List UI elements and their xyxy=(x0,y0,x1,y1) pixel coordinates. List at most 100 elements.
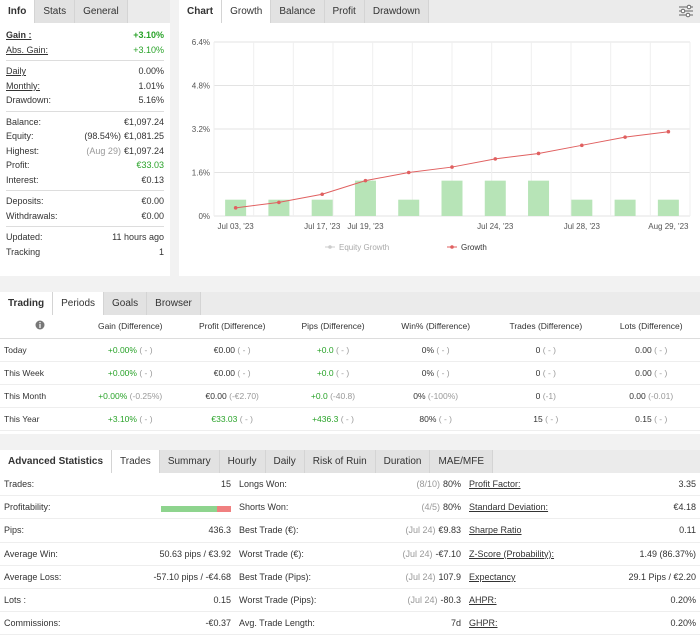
interest-value: €0.13 xyxy=(141,174,164,185)
profit-cell: €33.03 xyxy=(211,413,238,424)
win-diff: ( - ) xyxy=(436,344,450,355)
gain-cell: +3.10% xyxy=(107,413,137,424)
tab-goals[interactable]: Goals xyxy=(104,292,148,315)
ghpr-label[interactable]: GHPR: xyxy=(469,618,498,629)
gain-diff: ( - ) xyxy=(139,367,153,378)
equity-growth-bar xyxy=(441,180,463,216)
stat-row: GHPR: 0.20% xyxy=(465,612,700,636)
period-lots: 0.15 ( - ) xyxy=(602,407,700,431)
tab-drawdown[interactable]: Drawdown xyxy=(364,0,430,23)
average-loss-label: Average Loss: xyxy=(4,571,62,582)
growth-point xyxy=(363,178,368,183)
tab-general[interactable]: General xyxy=(75,0,128,23)
profitability-loss-fill xyxy=(217,506,231,513)
tab-duration[interactable]: Duration xyxy=(375,450,431,473)
daily-value: 0.00% xyxy=(138,66,164,77)
info-icon[interactable] xyxy=(35,320,45,330)
period-label: This Week xyxy=(0,361,80,385)
average-win-label: Average Win: xyxy=(4,548,58,559)
settings-sliders-icon[interactable] xyxy=(678,3,694,19)
longs-won-value: 80% xyxy=(442,479,461,490)
tab-trading[interactable]: Trading xyxy=(0,292,54,315)
standard-deviation-label[interactable]: Standard Deviation: xyxy=(469,502,549,513)
ahpr-label[interactable]: AHPR: xyxy=(469,595,497,606)
abs-gain-label[interactable]: Abs. Gain: xyxy=(6,44,49,55)
pips-diff: (-40.8) xyxy=(330,390,356,401)
expectancy-label[interactable]: Expectancy xyxy=(469,571,516,582)
period-win: 80% ( - ) xyxy=(382,407,490,431)
longs-won-ratio: (8/10) xyxy=(416,479,440,490)
stat-row: Standard Deviation: €4.18 xyxy=(465,496,700,520)
equity-label: Equity: xyxy=(6,131,34,142)
lots-diff: ( - ) xyxy=(654,344,668,355)
withdrawals-label: Withdrawals: xyxy=(6,210,58,221)
tab-info[interactable]: Info xyxy=(0,0,36,23)
best-trade-eur-date: (Jul 24) xyxy=(405,525,436,536)
legend-equity-label: Equity Growth xyxy=(339,243,389,252)
trades-cell: 0 xyxy=(535,367,541,378)
period-label: Today xyxy=(0,338,80,362)
win-diff: (-100%) xyxy=(427,390,459,401)
period-profit: €0.00 ( - ) xyxy=(180,338,284,362)
profit-factor-label[interactable]: Profit Factor: xyxy=(469,479,521,490)
tab-daily[interactable]: Daily xyxy=(265,450,305,473)
daily-label[interactable]: Daily xyxy=(6,66,27,77)
stat-row: Best Trade (€): (Jul 24) €9.83 xyxy=(235,519,465,543)
period-gain: +0.00% ( - ) xyxy=(80,361,181,385)
tab-balance[interactable]: Balance xyxy=(271,0,325,23)
period-lots: 0.00 ( - ) xyxy=(602,361,700,385)
trades-label: Trades: xyxy=(4,479,35,490)
tab-chart[interactable]: Chart xyxy=(179,0,223,23)
period-pips: +0.0 ( - ) xyxy=(283,338,383,362)
tab-growth[interactable]: Growth xyxy=(222,0,272,23)
advanced-statistics-panel: Advanced Statistics Trades Summary Hourl… xyxy=(0,450,700,639)
lots-cell: 0.00 xyxy=(635,367,652,378)
monthly-label[interactable]: Monthly: xyxy=(6,80,41,91)
period-profit: €0.00 (-€2.70) xyxy=(180,384,284,408)
trades-diff: ( - ) xyxy=(542,344,556,355)
tab-summary[interactable]: Summary xyxy=(159,450,220,473)
info-panel: Info Stats General Gain : +3.10% Abs. Gai… xyxy=(0,0,170,276)
deposits-value: €0.00 xyxy=(141,196,164,207)
sharpe-ratio-label[interactable]: Sharpe Ratio xyxy=(469,525,522,536)
lots-value: 0.15 xyxy=(213,595,231,606)
lots-cell: 0.15 xyxy=(635,413,652,424)
tab-risk-of-ruin[interactable]: Risk of Ruin xyxy=(304,450,376,473)
tab-advanced-statistics[interactable]: Advanced Statistics xyxy=(0,450,113,473)
growth-point xyxy=(450,165,454,169)
trades-cell: 0 xyxy=(535,390,541,401)
advanced-col-1: Trades: 15 Profitability: Pips: 436.3 Aver… xyxy=(0,473,235,636)
equity-growth-bar xyxy=(484,180,506,216)
x-tick-label: Jul 17, '23 xyxy=(304,222,341,231)
highest-date: (Aug 29) xyxy=(86,145,121,156)
tab-profit[interactable]: Profit xyxy=(324,0,365,23)
shorts-won-ratio: (4/5) xyxy=(421,502,440,513)
chart-panel: Chart Growth Balance Profit Drawdown 6.4… xyxy=(179,0,700,276)
tab-periods[interactable]: Periods xyxy=(53,292,105,315)
average-win-value: 50.63 pips / €3.92 xyxy=(159,548,231,559)
tab-browser[interactable]: Browser xyxy=(147,292,201,315)
z-score-label[interactable]: Z-Score (Probability): xyxy=(469,548,555,559)
period-trades: 0 ( - ) xyxy=(489,338,603,362)
period-label: This Month xyxy=(0,384,80,408)
growth-point xyxy=(623,135,627,139)
growth-point xyxy=(320,192,324,197)
highest-label: Highest: xyxy=(6,145,40,156)
period-row-month: This Month +0.00% (-0.25%) €0.00 (-€2.70… xyxy=(0,384,700,408)
period-gain: +3.10% ( - ) xyxy=(80,407,181,431)
monthly-value: 1.01% xyxy=(138,80,164,91)
tab-trades[interactable]: Trades xyxy=(112,450,160,473)
gain-label[interactable]: Gain : xyxy=(6,30,32,41)
tab-stats[interactable]: Stats xyxy=(35,0,76,23)
x-tick-label: Jul 28, '23 xyxy=(564,222,601,231)
stat-row: Profit Factor: 3.35 xyxy=(465,473,700,497)
period-row-week: This Week +0.00% ( - ) €0.00 ( - ) +0.0 … xyxy=(0,361,700,385)
shorts-won-label: Shorts Won: xyxy=(239,502,289,513)
equity-percent: (98.54%) xyxy=(84,131,121,142)
equity-growth-bar xyxy=(354,180,376,216)
pips-diff: ( - ) xyxy=(335,344,350,355)
tab-mae-mfe[interactable]: MAE/MFE xyxy=(430,450,494,473)
tab-hourly[interactable]: Hourly xyxy=(219,450,266,473)
stat-row: Worst Trade (€): (Jul 24) -€7.10 xyxy=(235,543,465,566)
period-win: 0% ( - ) xyxy=(382,338,490,362)
